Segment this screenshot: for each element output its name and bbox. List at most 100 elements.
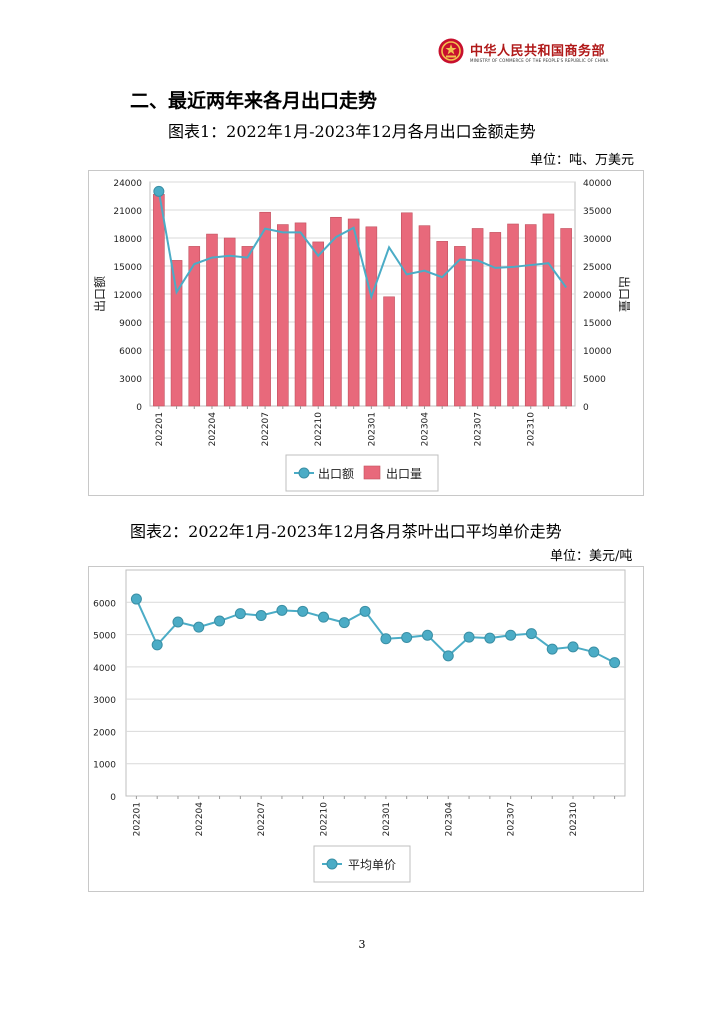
chart2-title: 图表2：2022年1月-2023年12月各月茶叶出口平均单价走势 <box>130 522 562 541</box>
chart2-line-point <box>505 629 517 641</box>
chart2-line-point <box>588 646 600 658</box>
chart1-right-tick-label: 0 <box>583 403 589 413</box>
chart1-bar <box>223 237 236 407</box>
chart2-line-point <box>130 593 142 605</box>
chart2-y-tick-label: 4000 <box>93 664 116 674</box>
export-amount-chart: 0 3000 6000 9000 12000 15000 18000 21000 24000 0 5… <box>88 170 644 496</box>
chart1-bar <box>277 224 289 407</box>
chart1-left-tick-label: 6000 <box>119 347 142 357</box>
chart1-bar <box>312 241 325 407</box>
chart1-left-axis-title: 出口额 <box>93 276 107 312</box>
chart1-bar <box>347 218 360 407</box>
chart1-bar <box>524 224 537 407</box>
chart1-legend-label-volume: 出口量 <box>386 467 422 481</box>
chart2-x-tick-label: 202301 <box>382 802 392 836</box>
chart1-legend-label-amount: 出口额 <box>318 467 354 481</box>
chart1-right-tick-label: 35000 <box>583 207 612 217</box>
chart2-line-point <box>318 611 330 623</box>
chart1-left-tick-label: 12000 <box>113 291 142 301</box>
chart2-line-point <box>193 621 205 633</box>
chart2-x-tick-label: 202310 <box>569 802 579 837</box>
chart2-line-point <box>214 615 226 627</box>
chart1-unit: 单位：吨、万美元 <box>530 153 635 168</box>
chart2-x-tick-label: 202307 <box>507 802 517 836</box>
chart2-line-point <box>359 605 371 617</box>
chart1-bar <box>383 296 395 407</box>
ministry-logo: 中华人民共和国商务部 MINISTRY OF COMMERCE OF THE P… <box>438 38 638 70</box>
chart1-x-tick-label: 202201 <box>155 412 165 446</box>
chart2-line-point <box>234 608 246 620</box>
chart1-x-tick-label: 202310 <box>527 412 537 447</box>
chart2-y-tick-label: 5000 <box>93 632 116 642</box>
chart2-x-tick-label: 202304 <box>444 802 454 837</box>
chart2-y-tick-label: 2000 <box>93 728 116 738</box>
page-number: 3 <box>358 938 366 951</box>
chart2-legend-line-marker <box>326 858 338 870</box>
chart2-legend-label: 平均单价 <box>348 858 396 872</box>
chart1-bar <box>454 246 466 407</box>
chart2-line-point <box>463 631 475 643</box>
chart2-line-point <box>338 617 350 629</box>
chart1-right-tick-label: 25000 <box>583 263 612 273</box>
chart1-bar <box>259 211 271 407</box>
chart1-line-series <box>157 191 567 301</box>
chart1-left-tick-label: 18000 <box>113 235 142 245</box>
national-emblem-icon <box>438 38 464 64</box>
chart1-line-point <box>153 185 165 197</box>
chart1-x-tick-label: 202301 <box>367 412 377 446</box>
chart2-line-point <box>442 650 454 662</box>
chart1-bar <box>489 232 502 407</box>
chart1-right-tick-label: 20000 <box>583 291 612 301</box>
chart1-title: 图表1：2022年1月-2023年12月各月出口金额走势 <box>168 122 536 141</box>
chart1-x-tick-label: 202204 <box>208 412 218 447</box>
chart1-left-tick-label: 24000 <box>113 179 142 189</box>
chart2-unit: 单位：美元/吨 <box>550 549 633 564</box>
chart2-line-point <box>525 628 537 640</box>
chart1-bar <box>153 194 165 407</box>
chart1-right-tick-label: 30000 <box>583 235 612 245</box>
chart2-line-point <box>484 632 496 644</box>
ministry-name: 中华人民共和国商务部 <box>470 44 606 59</box>
chart2-x-tick-label: 202210 <box>320 802 330 837</box>
chart1-left-tick-label: 0 <box>136 403 142 413</box>
chart1-bar <box>471 228 484 407</box>
chart1-x-tick-label: 202307 <box>474 412 484 446</box>
chart1-x-tick-label: 202304 <box>420 412 430 447</box>
chart2-line-point <box>297 605 309 617</box>
chart2-x-tick-label: 202201 <box>132 802 142 836</box>
chart2-line-point <box>255 610 267 622</box>
chart2-x-tick-label: 202207 <box>257 802 267 836</box>
unit-price-chart: 0 1000 2000 3000 4000 5000 6000 202201 202204 202… <box>88 566 644 892</box>
chart2-y-tick-label: 1000 <box>93 761 116 771</box>
chart1-x-tick-label: 202207 <box>261 412 271 446</box>
chart1-bar <box>241 246 254 407</box>
chart2-line-point <box>609 657 621 669</box>
chart1-bar <box>436 241 448 407</box>
chart2-line-point <box>567 641 579 653</box>
chart1-legend-bar-swatch <box>363 465 381 480</box>
chart1-bar <box>507 223 519 407</box>
chart1-right-axis-title: 出口量 <box>617 276 631 312</box>
chart1-left-tick-label: 15000 <box>113 263 142 273</box>
chart1-bar <box>330 216 342 407</box>
chart1-right-tick-label: 10000 <box>583 347 612 357</box>
chart1-left-tick-label: 9000 <box>119 319 142 329</box>
chart2-y-tick-label: 0 <box>110 793 116 803</box>
ministry-name-en: MINISTRY OF COMMERCE OF THE PEOPLE'S REP… <box>470 58 609 63</box>
chart1-bar <box>294 222 307 407</box>
chart2-line-point <box>172 616 184 628</box>
chart1-left-tick-label: 3000 <box>119 375 142 385</box>
chart1-right-tick-label: 5000 <box>583 375 606 385</box>
chart2-plot-area <box>125 569 626 797</box>
chart1-bar <box>170 260 183 407</box>
chart1-left-tick-label: 21000 <box>113 207 142 217</box>
chart2-line-point <box>401 631 413 643</box>
chart1-right-tick-label: 15000 <box>583 319 612 329</box>
chart1-bar <box>365 226 378 407</box>
chart2-line-point <box>151 639 163 651</box>
chart1-x-tick-label: 202210 <box>314 412 324 447</box>
chart2-y-tick-label: 6000 <box>93 599 116 609</box>
chart1-legend-line-marker <box>298 467 310 479</box>
chart1-bar <box>400 212 413 407</box>
chart2-line-point <box>380 633 392 645</box>
